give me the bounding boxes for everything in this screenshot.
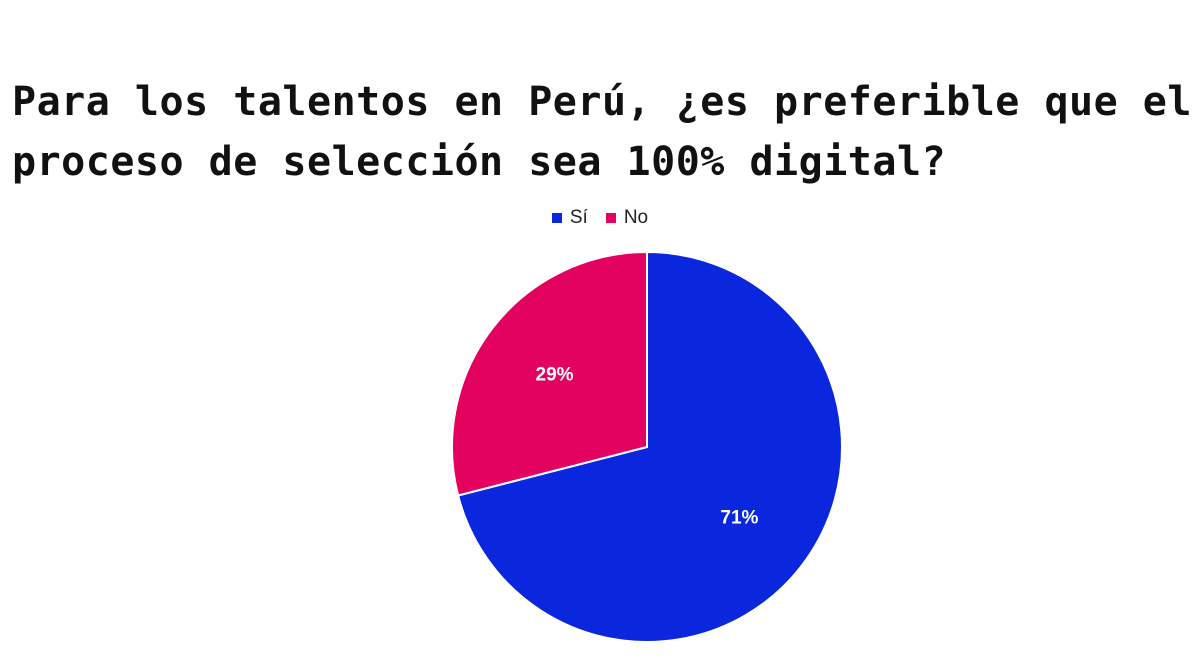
legend-swatch-no: [605, 213, 616, 223]
slice-label-si: 71%: [720, 508, 758, 529]
legend-label-no: No: [623, 207, 649, 228]
slice-label-no: 29%: [536, 364, 574, 385]
slice-no: [451, 250, 648, 497]
legend-item-si: Sí: [551, 207, 588, 229]
slice-si: [456, 250, 843, 643]
chart-title: Para los talentos en Perú, ¿es preferibl…: [12, 79, 1192, 185]
legend-label-si: Sí: [569, 207, 588, 228]
chart-legend: Sí No: [0, 207, 1200, 229]
legend-item-no: No: [605, 207, 649, 229]
legend-swatch-si: [551, 213, 562, 223]
